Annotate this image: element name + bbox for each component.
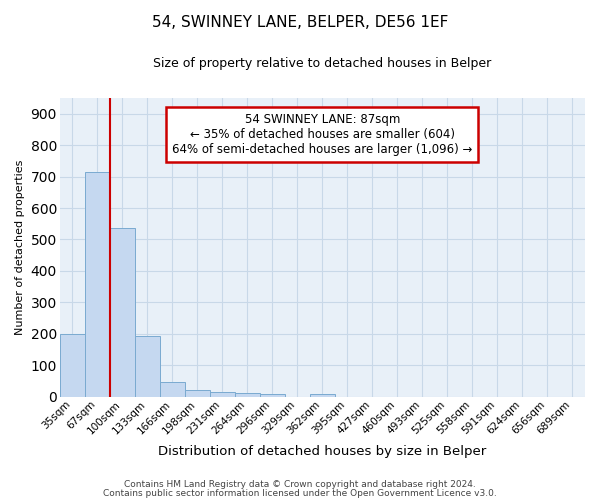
- Title: Size of property relative to detached houses in Belper: Size of property relative to detached ho…: [153, 58, 491, 70]
- Bar: [260, 394, 285, 396]
- Text: Contains public sector information licensed under the Open Government Licence v3: Contains public sector information licen…: [103, 488, 497, 498]
- X-axis label: Distribution of detached houses by size in Belper: Distribution of detached houses by size …: [158, 444, 487, 458]
- Bar: [85, 172, 110, 396]
- Bar: [135, 336, 160, 396]
- Text: Contains HM Land Registry data © Crown copyright and database right 2024.: Contains HM Land Registry data © Crown c…: [124, 480, 476, 489]
- Bar: [310, 394, 335, 396]
- Bar: [185, 390, 210, 396]
- Bar: [60, 334, 85, 396]
- Bar: [110, 228, 135, 396]
- Bar: [210, 392, 235, 396]
- Text: 54 SWINNEY LANE: 87sqm
← 35% of detached houses are smaller (604)
64% of semi-de: 54 SWINNEY LANE: 87sqm ← 35% of detached…: [172, 113, 473, 156]
- Text: 54, SWINNEY LANE, BELPER, DE56 1EF: 54, SWINNEY LANE, BELPER, DE56 1EF: [152, 15, 448, 30]
- Bar: [160, 382, 185, 396]
- Bar: [235, 393, 260, 396]
- Y-axis label: Number of detached properties: Number of detached properties: [15, 160, 25, 335]
